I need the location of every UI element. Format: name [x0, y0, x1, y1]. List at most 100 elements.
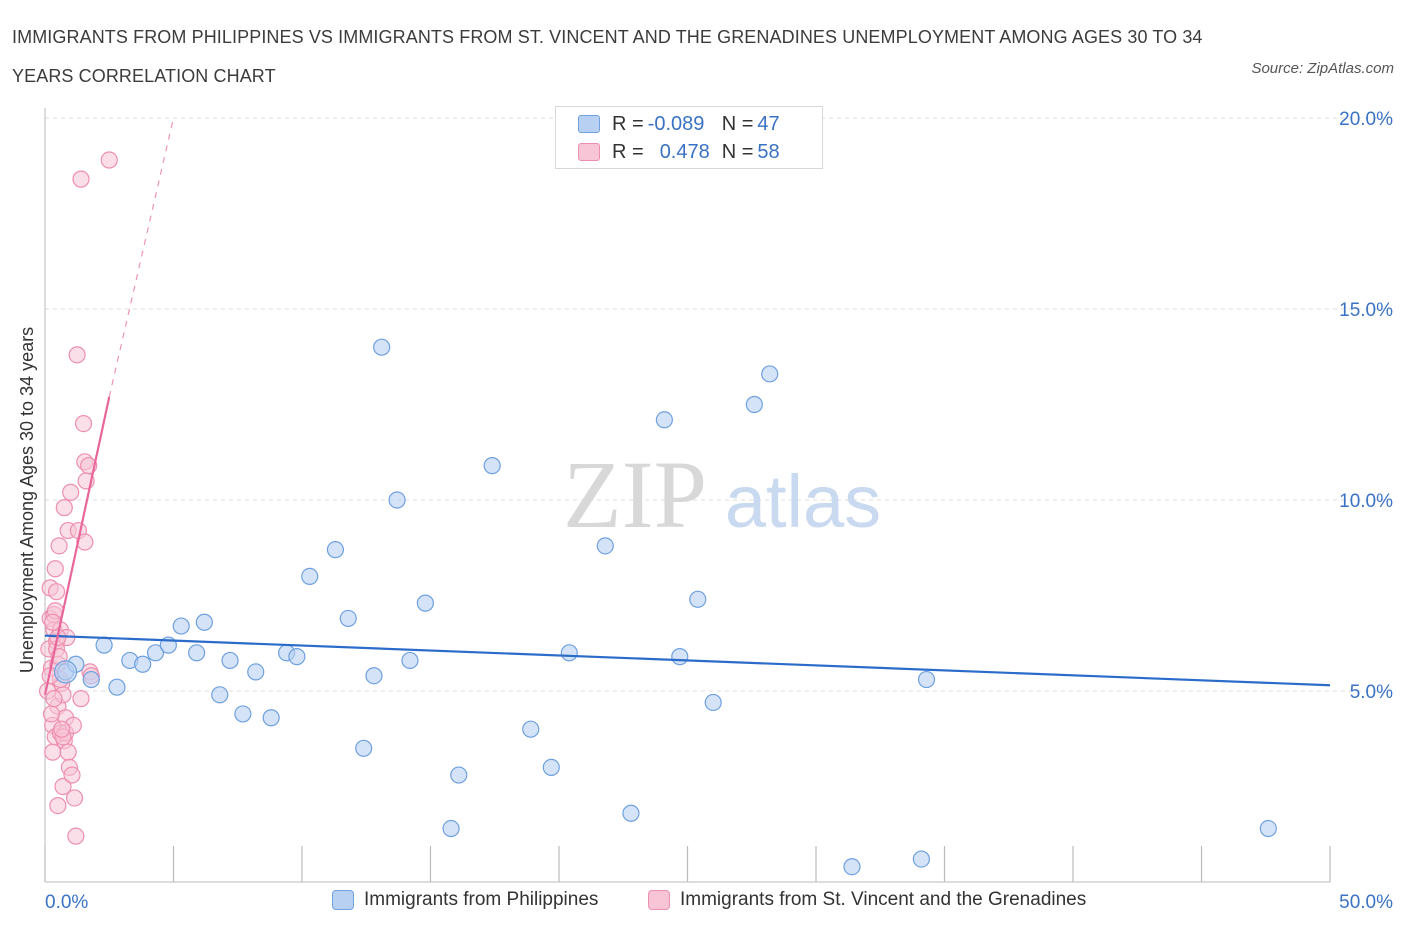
point-philippines [917, 670, 936, 689]
point-stvincent [65, 789, 84, 807]
point-philippines [339, 609, 357, 628]
point-philippines [134, 655, 152, 673]
point-stvincent [53, 720, 71, 738]
r-value: 0.478 [659, 140, 710, 163]
series-philippines-points [53, 338, 1277, 876]
point-stvincent [72, 170, 90, 188]
point-philippines [483, 457, 501, 475]
y-tick-label: 20.0% [1339, 109, 1393, 130]
point-stvincent [49, 796, 67, 815]
r-label: R = [612, 112, 644, 135]
point-philippines [761, 365, 779, 383]
point-stvincent [59, 743, 77, 761]
y-axis-title: Unemployment Among Ages 30 to 34 years [17, 327, 37, 673]
legend-item-philippines: Immigrants from Philippines [332, 889, 598, 911]
y-tick-label: 5.0% [1350, 682, 1393, 703]
legend-swatch-stvincent [648, 890, 670, 910]
point-philippines [1259, 819, 1277, 838]
point-philippines [388, 491, 406, 509]
point-philippines [211, 686, 229, 704]
n-value: 47 [757, 112, 780, 135]
trend-stvincent [43, 396, 111, 696]
point-philippines [247, 663, 265, 681]
n-label: N = [721, 112, 754, 135]
watermark: ZIP atlas [563, 441, 881, 548]
point-philippines [542, 758, 560, 777]
point-philippines [301, 567, 319, 586]
point-stvincent [50, 537, 68, 555]
point-philippines [745, 395, 763, 414]
watermark-zip: ZIP [563, 441, 707, 548]
point-stvincent [100, 151, 118, 169]
point-philippines [912, 850, 930, 868]
stats-row-philippines: R = -0.089 N = 47 [578, 111, 780, 137]
point-stvincent [67, 827, 85, 845]
trend-philippines [44, 634, 1331, 687]
trend-lines [43, 117, 1331, 696]
y-tick-label: 15.0% [1339, 300, 1393, 321]
tick-labels: 5.0% 10.0% 15.0% 20.0% 0.0% 50.0% Unemployment… [17, 109, 1393, 913]
point-philippines [450, 766, 468, 784]
x-tick-label: 50.0% [1339, 892, 1393, 913]
point-stvincent [42, 705, 61, 723]
point-philippines [596, 537, 614, 555]
point-stvincent [74, 415, 93, 433]
stats-row-stvincent: R = 0.478 N = 58 [578, 139, 780, 165]
point-philippines [689, 590, 707, 608]
trend-stvincent-extension [108, 117, 175, 397]
point-philippines [843, 858, 861, 876]
series-stvincent-points [38, 151, 118, 845]
x-tick-label: 0.0% [45, 892, 88, 913]
point-philippines [53, 660, 78, 684]
point-philippines [172, 617, 190, 635]
watermark-atlas: atlas [725, 460, 881, 543]
point-stvincent [45, 690, 63, 708]
point-philippines [195, 613, 213, 631]
point-philippines [355, 739, 373, 757]
swatch-philippines [578, 115, 600, 133]
r-value: -0.089 [647, 112, 705, 135]
point-philippines [95, 636, 113, 654]
point-stvincent [46, 560, 64, 578]
point-philippines [560, 644, 578, 662]
r-label: R = [612, 140, 644, 163]
gridlines [45, 117, 1390, 692]
point-philippines [522, 720, 540, 738]
point-stvincent [72, 690, 90, 708]
point-stvincent [54, 777, 72, 796]
point-philippines [365, 667, 383, 685]
legend-item-stvincent: Immigrants from St. Vincent and the Gren… [648, 889, 1086, 911]
point-philippines [108, 678, 126, 696]
point-philippines [326, 541, 345, 559]
point-stvincent [63, 766, 81, 784]
point-philippines [82, 670, 100, 689]
point-philippines [146, 644, 165, 662]
point-stvincent [44, 613, 62, 631]
chart-title: IMMIGRANTS FROM PHILIPPINES VS IMMIGRANT… [12, 27, 1203, 86]
point-stvincent [68, 346, 86, 364]
series-legend: Immigrants from Philippines Immigrants f… [0, 889, 1406, 917]
point-stvincent [62, 483, 80, 501]
point-stvincent [55, 499, 73, 517]
point-philippines [704, 693, 722, 712]
point-philippines [416, 594, 434, 612]
n-value: 58 [757, 140, 780, 163]
point-philippines [221, 651, 239, 670]
point-philippines [262, 709, 280, 727]
n-label: N = [721, 140, 754, 163]
source-label: Source: ZipAtlas.com [1251, 60, 1394, 77]
point-philippines [373, 338, 391, 356]
legend-label-philippines: Immigrants from Philippines [364, 889, 599, 910]
point-philippines [671, 648, 689, 666]
stats-legend: R = -0.089 N = 47 R = 0.478 N = 58 [555, 106, 823, 169]
point-philippines [622, 804, 640, 822]
legend-label-stvincent: Immigrants from St. Vincent and the Gren… [680, 889, 1087, 910]
point-philippines [442, 819, 460, 838]
point-philippines [188, 644, 206, 662]
point-philippines [401, 651, 419, 670]
point-philippines [655, 411, 673, 429]
legend-swatch-philippines [332, 890, 354, 910]
point-philippines [234, 705, 252, 723]
point-stvincent [47, 583, 66, 601]
